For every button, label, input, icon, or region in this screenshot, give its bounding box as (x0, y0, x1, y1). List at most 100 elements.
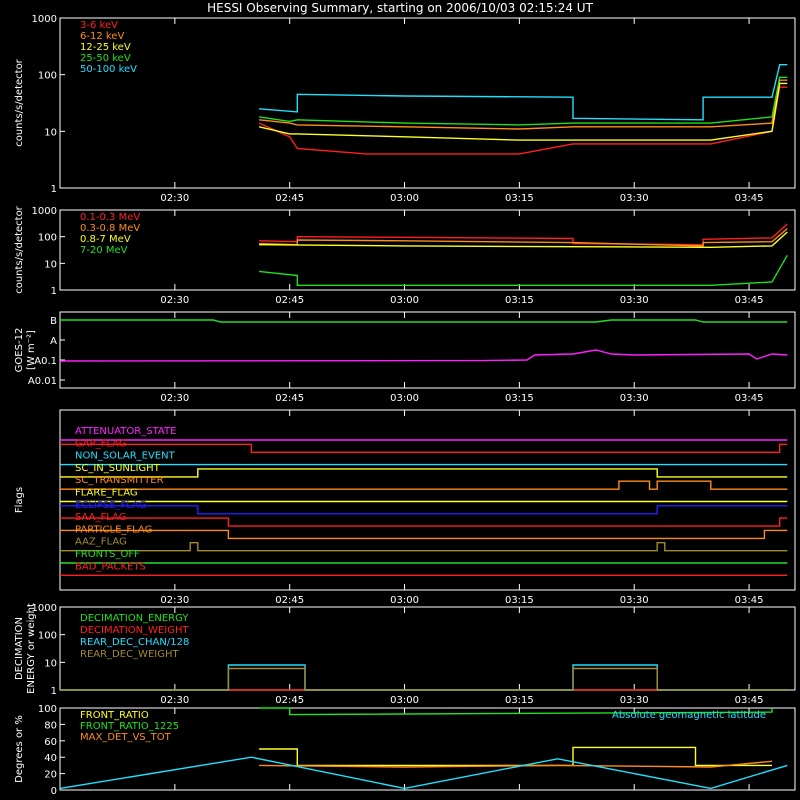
series-line (60, 517, 788, 527)
legend-entry: 50-100 keV (80, 64, 137, 75)
y-tick-label: 40 (44, 753, 57, 764)
y-axis-label-secondary: [W m⁻²] (26, 330, 37, 370)
x-tick-label: 03:30 (620, 295, 649, 306)
y-tick-label: 80 (44, 720, 57, 731)
x-tick-label: 02:45 (275, 193, 304, 204)
chart-annotation: Absolute geomagnetic latitude (612, 710, 766, 721)
series-line (259, 223, 788, 246)
y-tick-label: 100 (38, 233, 57, 244)
series-line (60, 319, 788, 323)
y-tick-label: 1 (51, 184, 57, 195)
legend-entry: GAP_FLAG (75, 438, 127, 449)
series-line (259, 79, 788, 130)
x-tick-label: 02:45 (275, 595, 304, 606)
y-tick-label: 1000 (32, 603, 57, 614)
x-tick-label: 02:45 (275, 393, 304, 404)
legend-entry: 0.1-0.3 MeV (80, 212, 140, 223)
panel-3: A0.01 A0.1 AB GOES-12 [W m⁻²] 02:30 02:45 03:00… (14, 311, 796, 404)
x-tick-label: 03:00 (390, 295, 419, 306)
x-tick-label: 02:45 (275, 295, 304, 306)
legend-entry: ATTENUATOR_STATE (75, 426, 176, 437)
legend-entry: AAZ_FLAG (75, 537, 127, 548)
series-line (258, 82, 788, 141)
series-line (60, 505, 788, 515)
y-tick-label: 100 (38, 71, 57, 82)
y-axis-label: DECIMATION (14, 617, 25, 680)
panel-2: 1 10 100 1000 counts/s/detector 02:30 02:45 03:… (14, 205, 796, 306)
x-tick-label: 03:15 (505, 193, 534, 204)
x-tick-label: 03:15 (505, 695, 534, 706)
series-line (259, 760, 773, 768)
panel-frame (59, 409, 796, 591)
legend-entry: SC_IN_SUNLIGHT (75, 463, 161, 474)
legend-entry: 7-20 MeV (80, 245, 128, 256)
x-tick-label: 03:30 (620, 193, 649, 204)
x-tick-label: 03:30 (620, 695, 649, 706)
legend-entry: REAR_DEC_CHAN/128 (80, 637, 189, 648)
legend-entry: FRONT_RATIO (80, 710, 149, 721)
x-tick-label: 03:15 (505, 393, 534, 404)
panel-frame (59, 209, 796, 291)
series-line (60, 667, 788, 691)
series-line (60, 480, 788, 490)
y-tick-label: 1 (51, 286, 57, 297)
series-line (60, 468, 788, 478)
x-tick-label: 03:45 (735, 595, 764, 606)
legend-entry: 12-25 keV (80, 42, 131, 53)
series-line (258, 76, 788, 126)
x-tick-label: 03:00 (390, 393, 419, 404)
series-line (60, 542, 788, 552)
y-tick-label: 100 (38, 704, 57, 715)
x-tick-label: 03:45 (735, 695, 764, 706)
legend-entry: MAX_DET_VS_TOT (80, 732, 172, 743)
x-tick-label: 02:30 (160, 393, 189, 404)
chart-title: HESSI Observing Summary, starting on 200… (207, 1, 593, 15)
panel-5: 1 10 100 1000 DECIMATION ENERGY or weight 02:3… (14, 603, 796, 706)
legend-entry: DECIMATION_ENERGY (80, 613, 189, 624)
y-tick-label: 10 (44, 259, 57, 270)
legend-entry: SAA_FLAG (75, 512, 126, 523)
legend-entry: 25-50 keV (80, 53, 131, 64)
y-tick-label: A0.1 (34, 356, 57, 367)
x-tick-label: 03:00 (390, 595, 419, 606)
panel-6: 0 20 40 60 80 100 Degrees or % FRONT_RATIOFRONT… (14, 704, 796, 797)
series-line (59, 756, 788, 790)
x-tick-label: 03:15 (505, 295, 534, 306)
y-tick-label: 10 (44, 127, 57, 138)
legend-entry: DECIMATION_WEIGHT (80, 625, 189, 636)
x-tick-label: 03:00 (390, 193, 419, 204)
legend-entry: BAD_PACKETS (75, 561, 146, 572)
y-tick-label: 1000 (32, 206, 57, 217)
series-line (59, 349, 788, 362)
legend-entry: FRONT_RATIO_1225 (80, 721, 179, 732)
y-tick-label: 20 (44, 770, 57, 781)
y-axis-label-secondary: ENERGY or weight (26, 603, 37, 694)
legend-entry: PARTICLE_FLAG (75, 524, 152, 535)
y-axis-label: counts/s/detector (14, 205, 25, 293)
x-tick-label: 02:30 (160, 295, 189, 306)
panel-1: 1 10 100 1000 counts/s/detector 02:30 02:45 03:… (14, 14, 796, 204)
y-tick-label: B (50, 316, 57, 327)
series-line (259, 63, 788, 121)
y-tick-label: 100 (38, 631, 57, 642)
x-tick-label: 03:45 (735, 295, 764, 306)
series-line (259, 231, 788, 249)
legend-entry: SC_TRANSMITTER (75, 475, 164, 486)
y-tick-label: 1000 (32, 14, 57, 25)
panel-frame (59, 17, 796, 189)
y-tick-label: 60 (44, 737, 57, 748)
y-tick-label: 10 (44, 658, 57, 669)
legend-entry: 3-6 keV (80, 20, 118, 31)
x-tick-label: 03:45 (735, 193, 764, 204)
y-axis-label: Flags (14, 487, 25, 513)
x-tick-label: 02:30 (160, 193, 189, 204)
panel-frame (59, 707, 796, 791)
series-line (259, 746, 772, 767)
legend-entry: 0.8-7 MeV (80, 234, 131, 245)
series-line (259, 707, 773, 716)
x-tick-label: 03:30 (620, 393, 649, 404)
panel-frame (59, 311, 796, 389)
x-tick-label: 03:30 (620, 595, 649, 606)
x-tick-label: 02:30 (160, 595, 189, 606)
legend-entry: ECLIPSE_FLAG (75, 500, 146, 511)
